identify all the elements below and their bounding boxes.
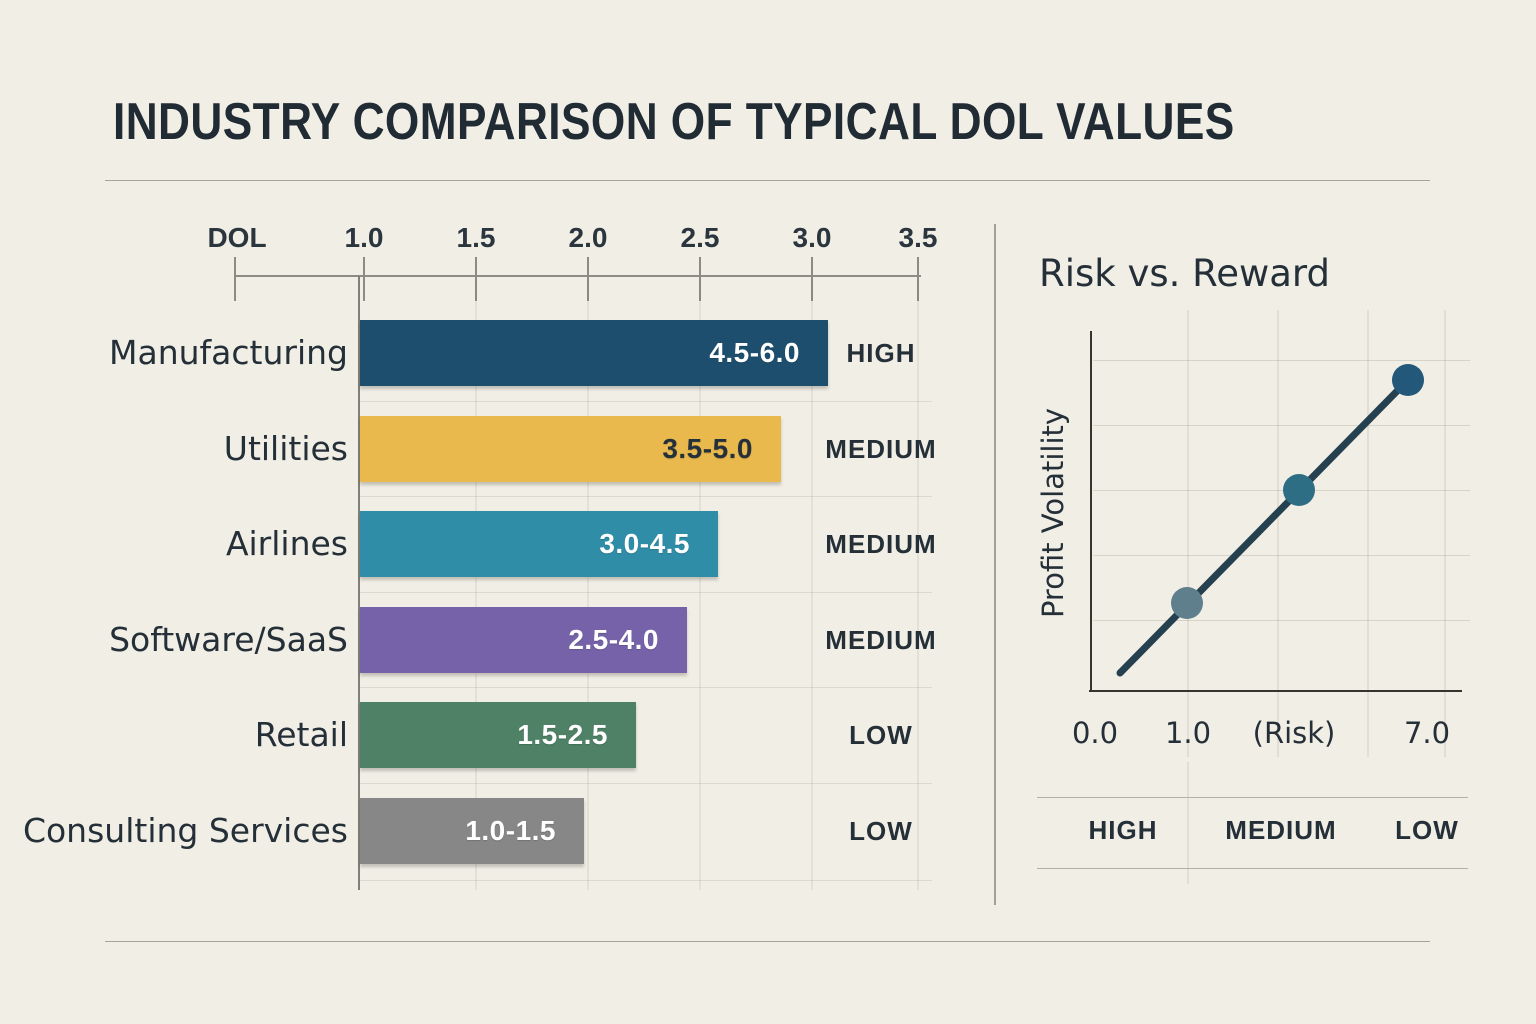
gridline [360,880,932,881]
bar: 3.5-5.0 [360,415,781,482]
bar: 4.5-6.0 [360,320,828,386]
page-title: INDUSTRY COMPARISON OF TYPICAL DOL VALUE… [113,93,1235,151]
bar-row: Software/SaaS 2.5-4.0 MEDIUM [0,606,1536,673]
gridline [360,496,932,497]
dol-tick-mark [699,257,701,301]
dol-tick-mark [811,257,813,301]
category-label: Software/SaaS [109,619,348,659]
dol-axis-label: DOL [207,222,267,253]
gridline [1093,490,1470,491]
category-label: Manufacturing [109,333,348,372]
dol-tick-label: 3.0 [792,222,832,253]
bar: 3.0-4.5 [360,511,718,577]
dol-tick-label: 2.5 [680,222,720,253]
gridline [1093,425,1470,426]
gridline [475,277,477,890]
gridline [360,401,932,402]
dol-tick-mark [917,257,919,301]
gridline [1187,762,1189,884]
bar-value-label: 3.0-4.5 [599,528,690,559]
risk-chart-title: Risk vs. Reward [1039,252,1330,295]
dol-tick-mark [363,257,365,301]
gridline [1093,360,1470,361]
gridline [360,783,932,784]
dol-tick-label: 3.5 [898,222,938,253]
risk-x-axis-line [1089,690,1462,692]
dol-axis-line [235,275,921,277]
rating-label: HIGH [846,338,916,368]
bar-row: Consulting Services 1.0-1.5 LOW [0,797,1536,864]
bar-value-label: 2.5-4.0 [568,623,659,655]
bar: 2.5-4.0 [360,606,687,673]
bar: 1.0-1.5 [360,797,584,864]
footer-rule-top [1037,797,1468,798]
category-label: Utilities [223,428,348,468]
gridline [360,687,932,688]
bottom-divider [105,941,1430,942]
y-axis-label: Profit Volatility [1036,407,1070,619]
gridline [360,592,932,593]
dol-tick-mark [475,257,477,301]
dol-tick-mark [587,257,589,301]
rating-label: MEDIUM [825,529,937,559]
gridline [1093,555,1470,556]
footer-label-medium: MEDIUM [1225,815,1337,845]
footer-rule-bottom [1037,868,1468,869]
bar-row: Manufacturing 4.5-6.0 HIGH [0,320,1536,386]
bar-row: Airlines 3.0-4.5 MEDIUM [0,511,1536,577]
risk-tick-2: (Risk) [1252,716,1336,750]
bar-value-label: 4.5-6.0 [709,337,800,368]
category-label: Airlines [225,524,348,563]
category-label: Retail [254,715,348,754]
dol-tick-label: 1.5 [456,222,496,253]
bar-value-label: 1.0-1.5 [465,814,556,846]
bar-value-label: 1.5-2.5 [517,719,608,750]
gridline [1093,620,1470,621]
rating-label: MEDIUM [825,433,937,464]
bar-baseline [358,276,360,890]
dol-tick-mark [234,257,236,301]
risk-tick-3: 7.0 [1403,716,1451,750]
gridline [587,277,589,890]
gridline [811,277,813,890]
category-label: Consulting Services [22,810,348,850]
rating-label: MEDIUM [825,624,937,655]
rating-label: LOW [849,720,913,750]
bar-value-label: 3.5-5.0 [662,432,753,464]
risk-tick-0: 0.0 [1071,716,1119,750]
bar-row: Retail 1.5-2.5 LOW [0,702,1536,768]
risk-y-axis-line [1090,331,1092,692]
dol-tick-label: 1.0 [344,222,384,253]
rating-label: LOW [849,815,913,846]
panel-divider [994,224,996,905]
footer-label-low: LOW [1395,815,1459,845]
bar: 1.5-2.5 [360,702,636,768]
bar-row: Utilities 3.5-5.0 MEDIUM [0,415,1536,482]
gridline [917,277,919,890]
risk-tick-1: 1.0 [1164,716,1212,750]
title-divider [105,180,1430,181]
footer-label-high: HIGH [1088,815,1158,845]
dol-tick-label: 2.0 [568,222,608,253]
gridline [1444,310,1446,757]
gridline [699,277,701,890]
